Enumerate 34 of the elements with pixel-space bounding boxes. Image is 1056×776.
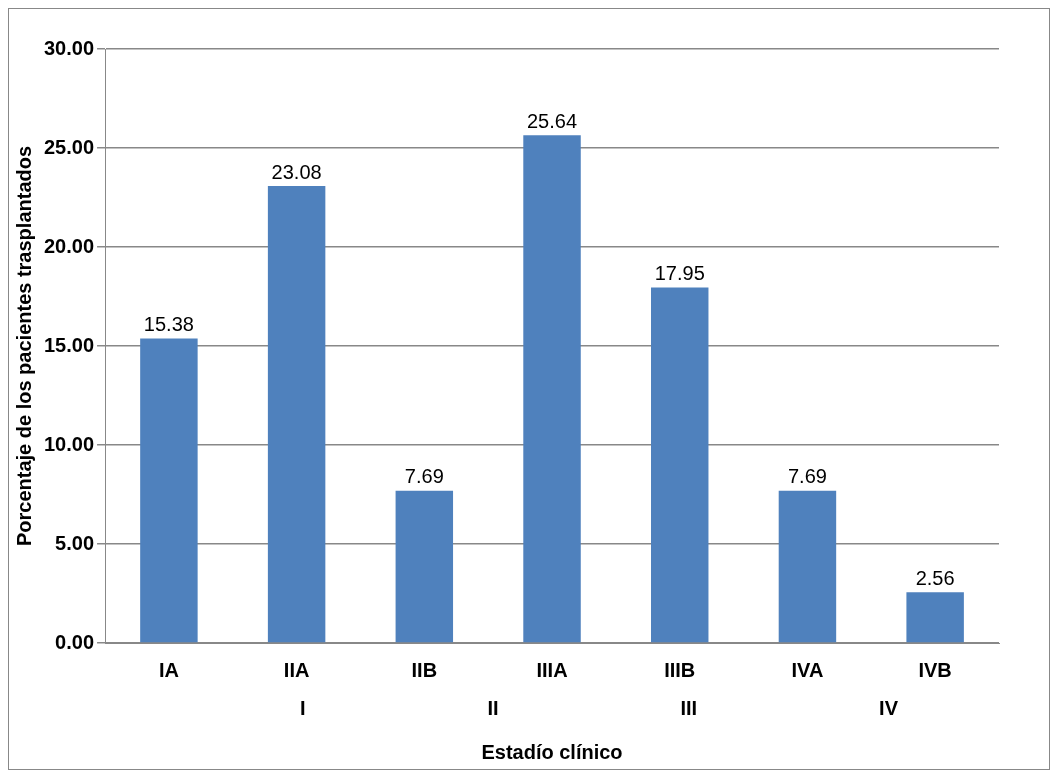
x-tick-label: IIA	[283, 658, 310, 681]
y-tick-label: 5.00	[55, 531, 95, 554]
text: IV	[879, 697, 898, 720]
x-tick-label: IIIA	[536, 658, 568, 681]
bar	[778, 490, 837, 643]
y-tick-label: 20.00	[43, 234, 95, 257]
y-tick-label: 15.00	[43, 333, 95, 356]
y-axis-title: Porcentaje de los pacientes trasplantados	[12, 145, 35, 547]
x-tick-label: IIB	[411, 658, 438, 681]
data-label: 25.64	[526, 109, 578, 132]
bar	[906, 592, 964, 643]
data-label: 2.56	[915, 566, 955, 589]
bar	[651, 287, 709, 643]
bar	[267, 186, 326, 643]
data-label: 7.69	[787, 465, 827, 488]
bar	[523, 135, 581, 643]
text: III	[680, 697, 698, 720]
x-tick-label: IIIB	[664, 658, 696, 681]
y-tick-label: 30.00	[43, 36, 95, 59]
x-tick-label: IVA	[791, 658, 824, 681]
data-label: 15.38	[143, 312, 194, 335]
y-tick-label: 0.00	[55, 630, 95, 653]
text: I	[299, 697, 306, 720]
bar	[395, 490, 454, 643]
y-tick-label: 10.00	[43, 432, 95, 455]
bar	[140, 338, 198, 643]
x-tick-label: IVB	[918, 658, 952, 681]
x-axis-title: Estadío clínico	[481, 740, 623, 763]
text: II	[487, 697, 499, 720]
data-label: 17.95	[654, 262, 705, 285]
data-label: 7.69	[404, 465, 444, 488]
x-tick-label: IA	[158, 658, 179, 681]
y-tick-label: 25.00	[43, 135, 95, 158]
data-label: 23.08	[271, 160, 322, 183]
